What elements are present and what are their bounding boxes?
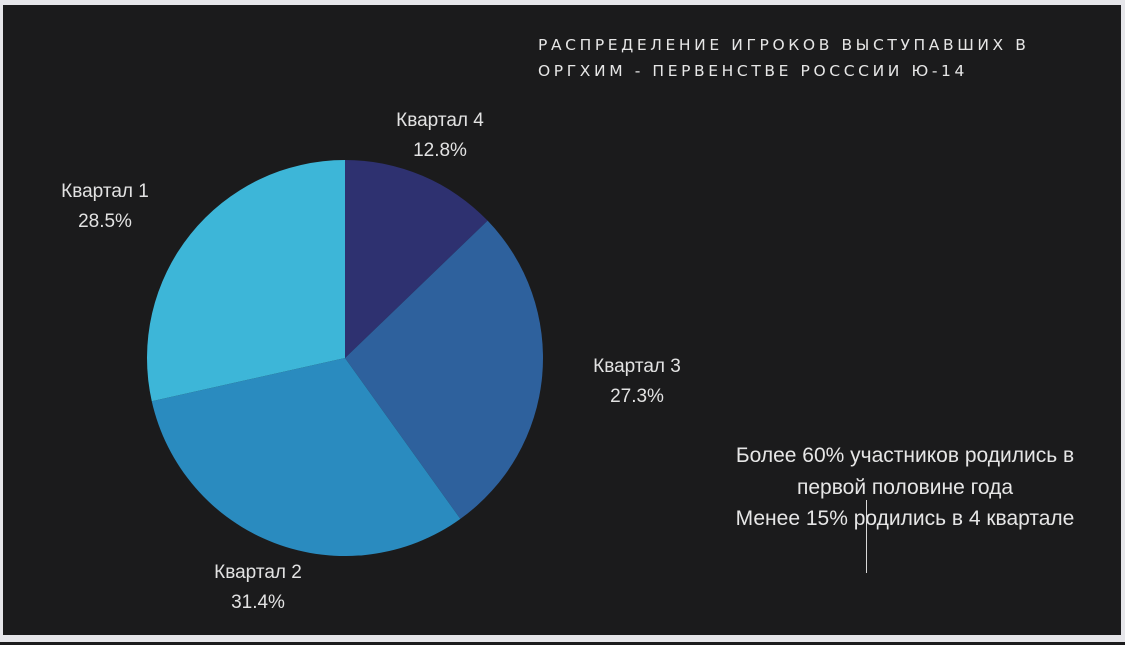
- annotation-line-2: первой половине года: [797, 475, 1013, 499]
- slice-label-q3-name: Квартал 3: [593, 356, 681, 377]
- bottom-strip: [0, 642, 1125, 645]
- pie-slice-квартал-1: [147, 160, 345, 402]
- slice-label-q2: Квартал 2 31.4%: [178, 558, 338, 618]
- pie-slice-квартал-4: [345, 160, 488, 358]
- annotation-textbox[interactable]: Более 60% участников родились в первой п…: [700, 440, 1110, 535]
- pie-slices: [147, 160, 543, 557]
- text-cursor: [866, 500, 867, 573]
- pie-slice-квартал-3: [345, 220, 543, 519]
- slice-label-q2-percent: 31.4%: [231, 592, 285, 613]
- slice-label-q3: Квартал 3 27.3%: [557, 352, 717, 412]
- slice-label-q1-name: Квартал 1: [61, 181, 149, 202]
- annotation-line-3: Менее 15% родились в 4 квартале: [735, 507, 1075, 530]
- chart-title: РАСПРЕДЕЛЕНИЕ ИГРОКОВ ВЫСТУПАВШИХ В ОРГХ…: [538, 36, 1030, 80]
- slice-label-q3-percent: 27.3%: [610, 386, 664, 407]
- pie-slice-квартал-2: [151, 358, 461, 557]
- slice-label-q4-name: Квартал 4: [396, 110, 484, 131]
- slice-label-q1-percent: 28.5%: [78, 211, 132, 232]
- annotation-line-1: Более 60% участников родились в: [735, 444, 1075, 467]
- slice-label-q2-name: Квартал 2: [214, 562, 302, 583]
- slice-label-q1: Квартал 1 28.5%: [25, 177, 185, 237]
- slice-label-q4-percent: 12.8%: [413, 140, 467, 161]
- slice-label-q4: Квартал 4 12.8%: [360, 106, 520, 166]
